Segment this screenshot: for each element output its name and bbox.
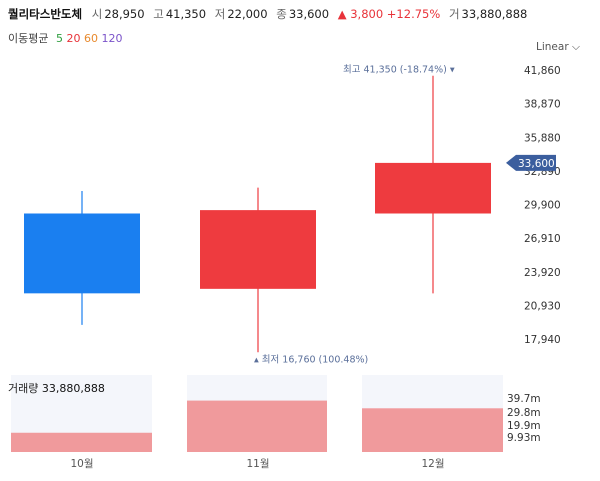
volume-tick-label: 9.93m xyxy=(507,432,541,444)
volume-tick-label: 19.9m xyxy=(507,420,541,432)
low-label: 저 xyxy=(214,7,226,21)
volume-tick-label: 39.7m xyxy=(507,393,541,405)
low-annotation: ▴ 최저 16,760 (100.48%) xyxy=(254,354,368,365)
volume-tick-label: 29.8m xyxy=(507,407,541,419)
price-tick-label: 20,930 xyxy=(524,300,561,312)
high-annotation: 최고 41,350 (-18.74%) ▾ xyxy=(343,65,455,76)
current-price-label: 33,600 xyxy=(518,158,555,170)
month-label: 10월 xyxy=(70,458,93,470)
month-label: 11월 xyxy=(246,458,269,470)
price-tick-label: 17,940 xyxy=(524,334,561,346)
price-header: 퀄리타스반도체 시 28,950 고 41,350 저 22,000 종 33,600 … xyxy=(8,6,532,22)
high-label: 고 xyxy=(153,7,164,21)
volume-value: 33,880,888 xyxy=(461,7,528,21)
ma-label: 이동평균 xyxy=(8,32,49,45)
ma-5[interactable]: 5 xyxy=(55,32,63,45)
stock-name: 퀄리타스반도체 xyxy=(8,7,83,21)
month-label: 12월 xyxy=(421,458,444,470)
volume-panel-label: 거래량 33,880,888 xyxy=(8,380,105,396)
low-value: 22,000 xyxy=(227,7,268,21)
open-value: 28,950 xyxy=(104,7,145,21)
close-value: 33,600 xyxy=(288,7,330,21)
ma-60[interactable]: 60 xyxy=(83,32,98,45)
volume-panel-title: 거래량 xyxy=(8,382,39,395)
price-tick-label: 35,880 xyxy=(524,132,561,144)
price-tick-label: 41,860 xyxy=(524,65,561,77)
price-tick-label: 23,920 xyxy=(524,267,561,279)
volume-bar xyxy=(187,400,327,452)
open-label: 시 xyxy=(91,7,103,21)
volume-label: 거 xyxy=(448,7,460,21)
moving-average-legend[interactable]: 이동평균 5 20 60 120 xyxy=(8,30,122,46)
candle-body xyxy=(375,162,491,214)
price-tick-label: 29,900 xyxy=(524,200,561,212)
volume-bar xyxy=(362,408,503,452)
volume-bar xyxy=(11,432,152,452)
price-tick-label: 38,870 xyxy=(524,99,561,111)
high-value: 41,350 xyxy=(165,7,207,21)
candle-body xyxy=(24,213,140,294)
price-tick-label: 26,910 xyxy=(524,233,561,245)
candle-body xyxy=(200,210,316,289)
change-value: ▲ 3,800 +12.75% xyxy=(337,7,441,21)
scale-selector[interactable]: Linear ⌵ xyxy=(536,41,580,53)
close-label: 종 xyxy=(276,7,287,21)
volume-panel-value: 33,880,888 xyxy=(41,382,105,395)
ma-20[interactable]: 20 xyxy=(66,32,81,45)
ma-120[interactable]: 120 xyxy=(101,32,123,45)
current-price-marker xyxy=(506,154,556,171)
